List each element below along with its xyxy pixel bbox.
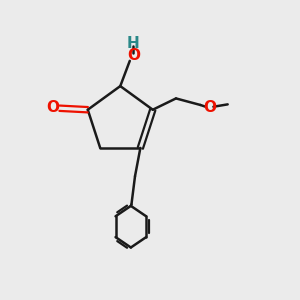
- Text: H: H: [127, 35, 140, 50]
- Text: O: O: [127, 48, 140, 63]
- Text: O: O: [46, 100, 59, 115]
- Text: O: O: [203, 100, 216, 116]
